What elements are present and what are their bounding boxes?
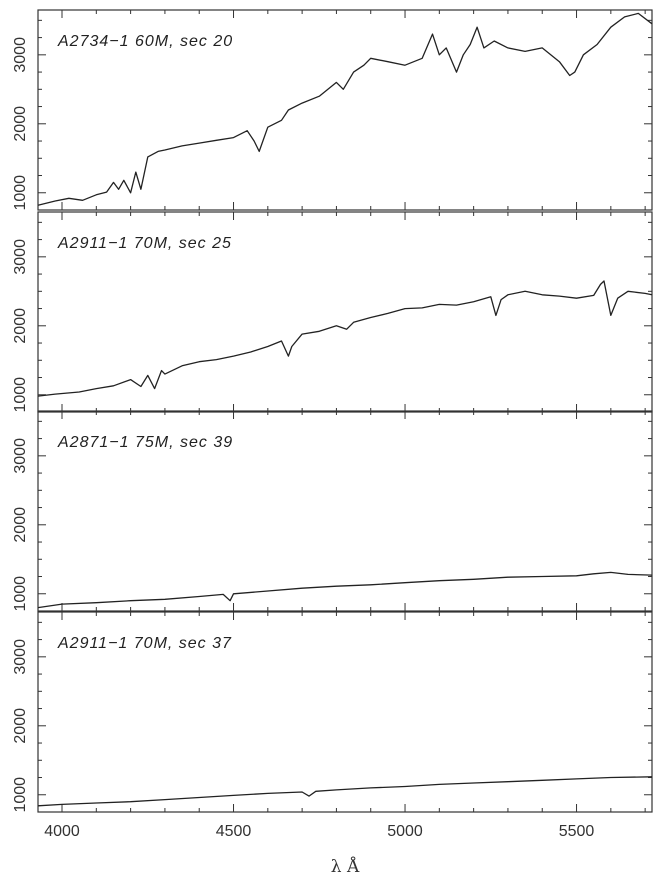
x-axis-title: λ Å	[331, 856, 360, 877]
spectrum-line-3	[37, 571, 653, 609]
y-tick-label: 1000	[12, 576, 29, 612]
y-tick-label: 3000	[12, 438, 29, 474]
x-tick-label: 4000	[44, 823, 80, 840]
y-tick-label: 1000	[12, 175, 29, 211]
y-tick-label: 2000	[12, 308, 29, 344]
panel-frame	[37, 410, 653, 612]
panel-4: 1000 2000 3000 A2911−1 70M, sec 37	[12, 611, 653, 813]
panel-frame	[37, 211, 653, 413]
spectrum-line-1	[37, 12, 653, 206]
y-tick-label: 3000	[12, 239, 29, 275]
panel-2: 1000 2000 3000 A2911−1 70M, sec 25	[12, 211, 653, 413]
y-tick-label: 1000	[12, 377, 29, 413]
y-tick-label: 3000	[12, 639, 29, 675]
panel-label: A2871−1 75M, sec 39	[57, 434, 233, 451]
spectrum-line-2	[37, 280, 653, 397]
y-tick-label: 1000	[12, 777, 29, 813]
panel-1: 1000 2000 3000 A2734−1 60M, sec 20	[12, 9, 653, 211]
y-tick-label: 2000	[12, 507, 29, 543]
spectrum-line-4	[37, 776, 653, 807]
panel-label: A2911−1 70M, sec 25	[57, 235, 232, 252]
x-tick-label: 5500	[559, 823, 595, 840]
panels-group: 1000 2000 3000 A2734−1 60M, sec 20 1000 2000 3…	[12, 9, 653, 813]
y-tick-label: 2000	[12, 708, 29, 744]
panel-label: A2911−1 70M, sec 37	[57, 635, 232, 652]
x-tick-labels: 4000 4500 5000 5500	[44, 823, 594, 840]
panel-frame	[37, 611, 653, 813]
x-tick-label: 5000	[387, 823, 423, 840]
x-tick-label: 4500	[216, 823, 252, 840]
panel-3: 1000 2000 3000 A2871−1 75M, sec 39	[12, 410, 653, 612]
panel-frame	[37, 9, 653, 211]
y-tick-label: 2000	[12, 106, 29, 142]
y-tick-label: 3000	[12, 37, 29, 73]
panel-label: A2734−1 60M, sec 20	[57, 33, 233, 50]
